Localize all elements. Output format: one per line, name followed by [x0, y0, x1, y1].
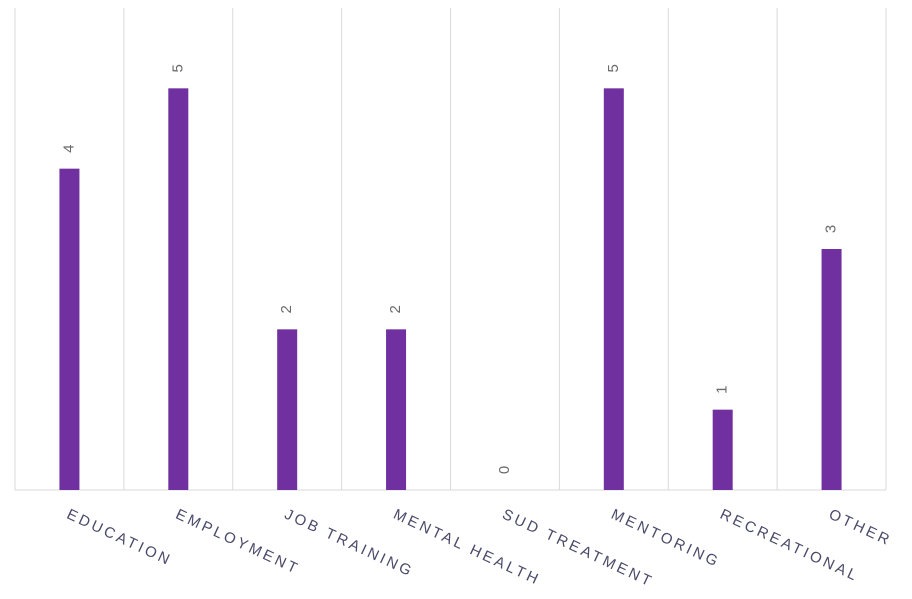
bar: [386, 329, 407, 490]
x-tick-label: OTHER: [826, 506, 894, 550]
data-label: 2: [278, 305, 295, 313]
bar: [821, 249, 842, 490]
data-label: 0: [496, 466, 513, 474]
bar: [168, 88, 189, 490]
data-label: 4: [60, 144, 77, 152]
data-label: 5: [169, 64, 186, 72]
bar: [712, 409, 733, 490]
data-label: 1: [714, 385, 731, 393]
data-label: 2: [387, 305, 404, 313]
x-tick-label: EDUCATION: [64, 506, 175, 570]
data-label: 5: [605, 64, 622, 72]
data-label: 3: [823, 225, 840, 233]
bar: [603, 88, 624, 490]
bar: [277, 329, 298, 490]
bar: [59, 168, 80, 490]
